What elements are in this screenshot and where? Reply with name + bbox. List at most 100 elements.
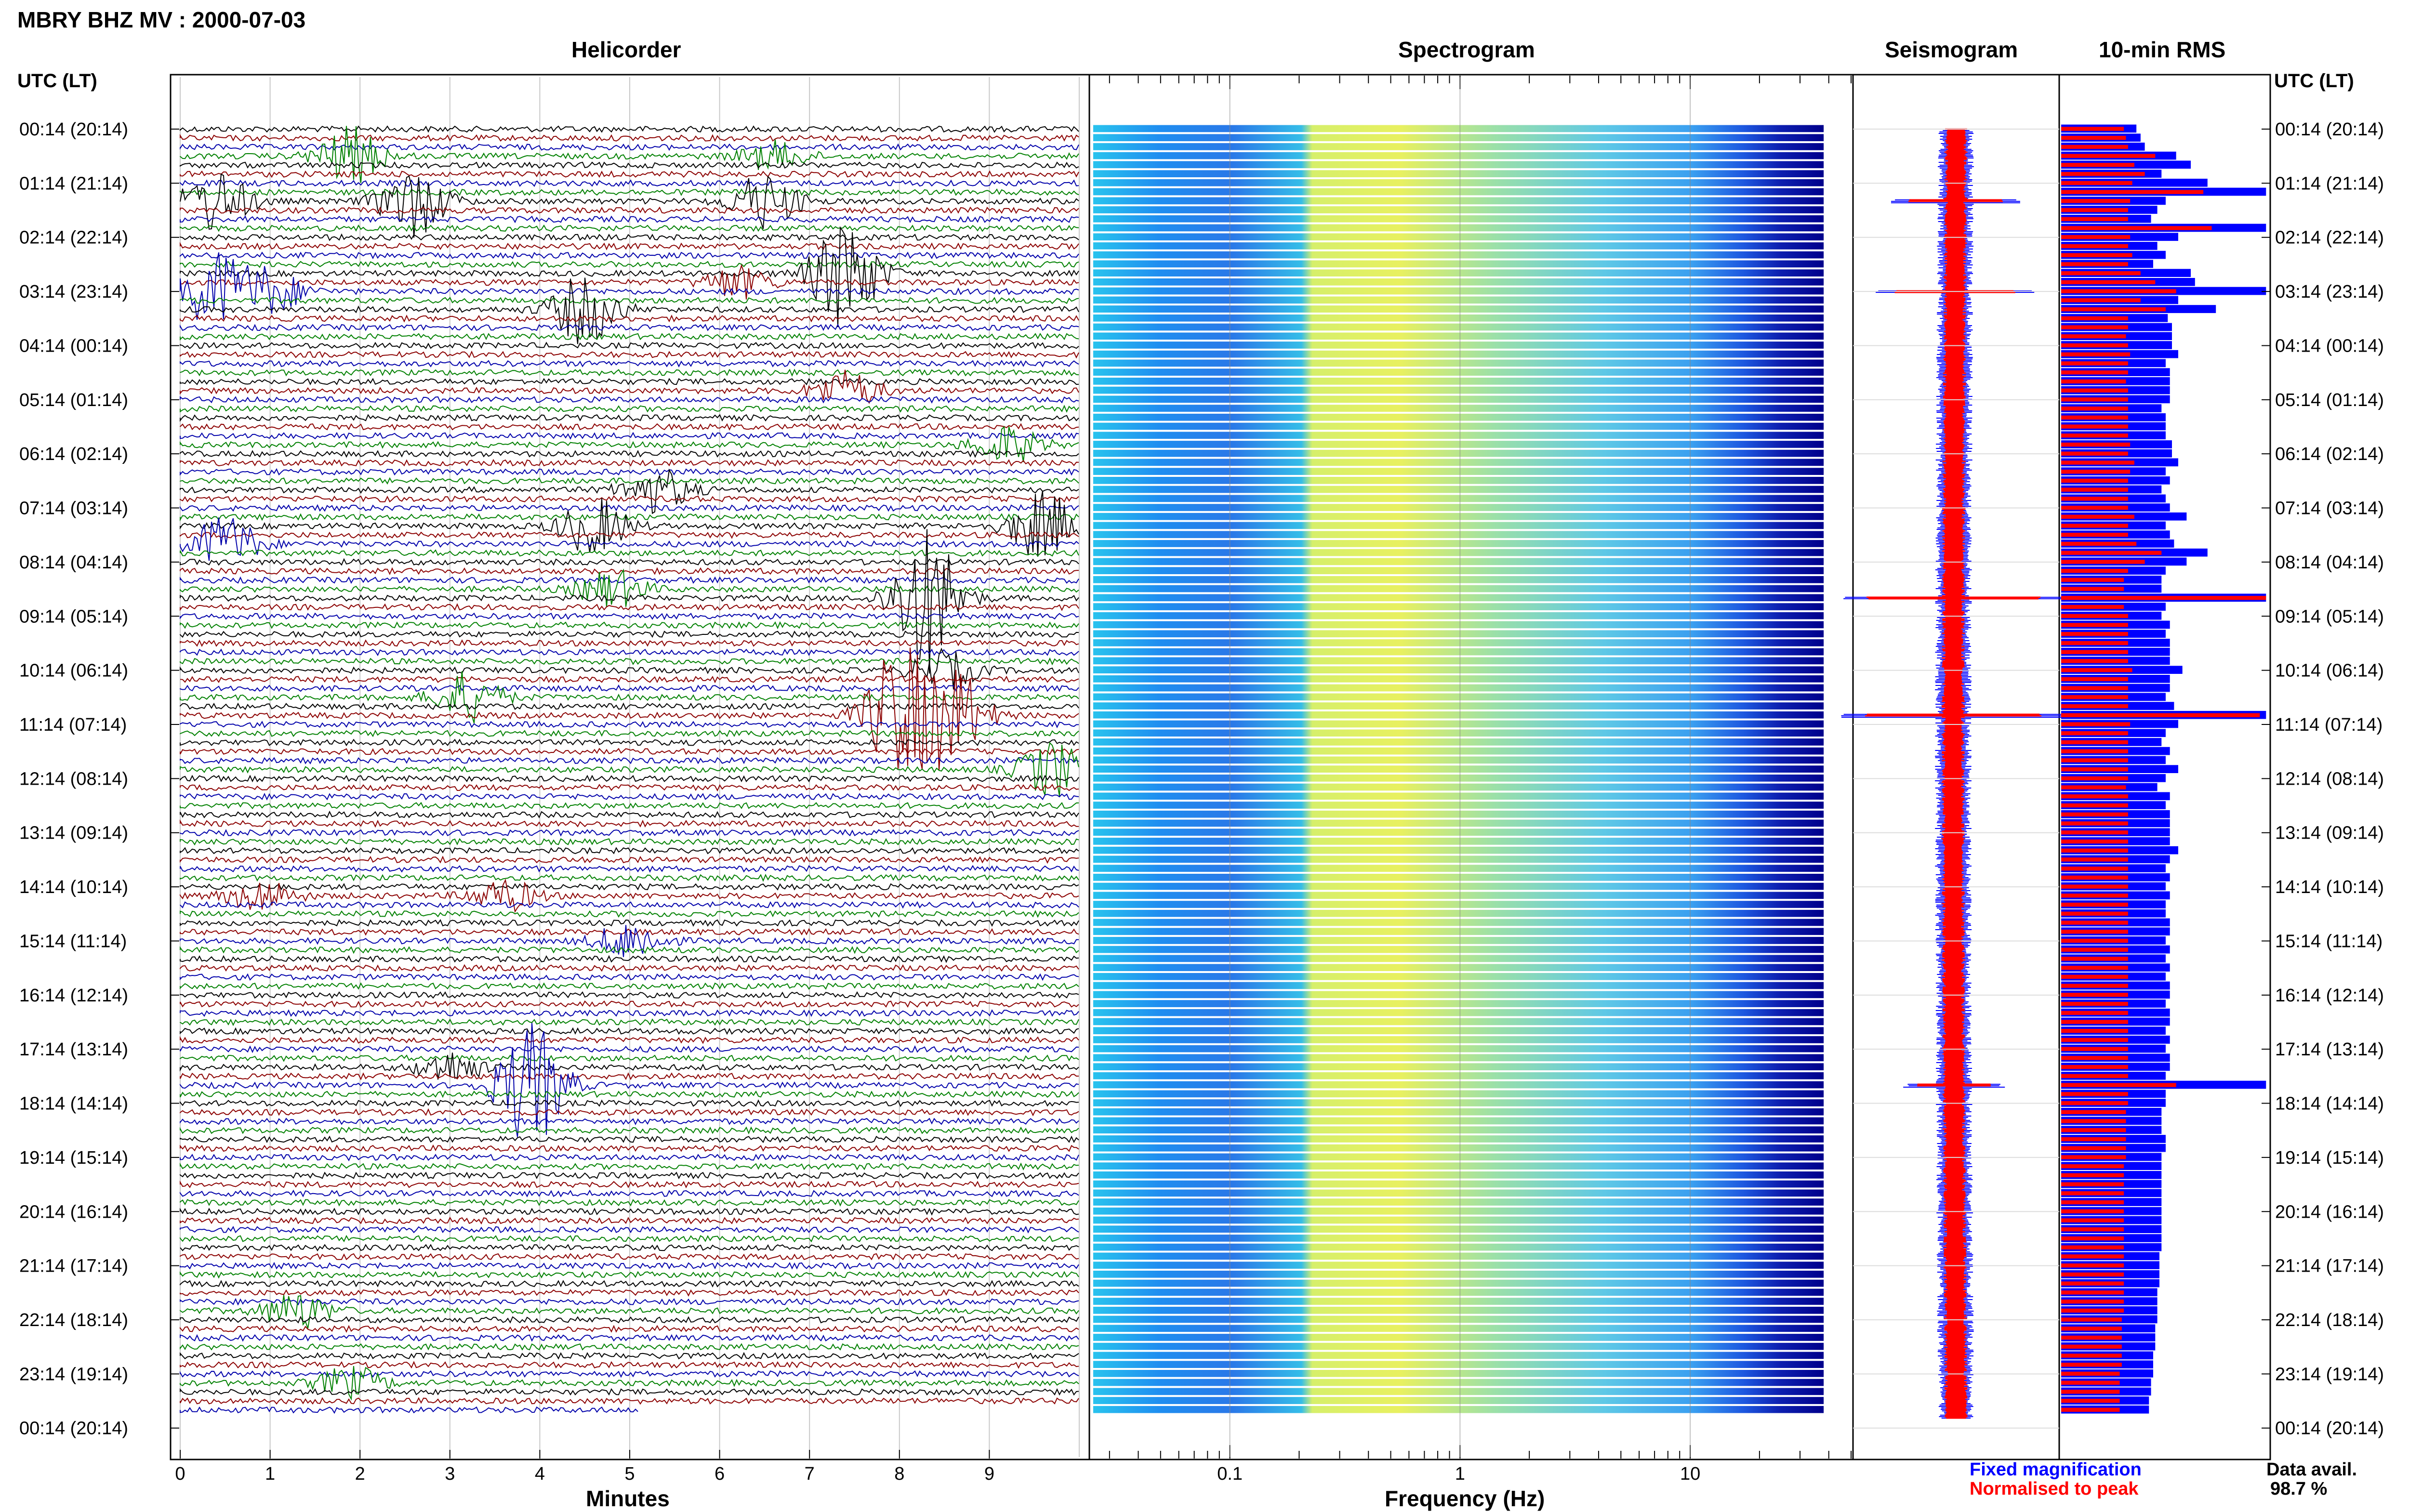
helicorder-trace-row: [180, 730, 1079, 737]
helicorder-trace-row: [180, 449, 1079, 458]
helicorder-trace-row: [180, 161, 1079, 169]
time-axis-label-right: UTC (LT): [2274, 70, 2354, 92]
rms-bar-normalised: [2061, 938, 2128, 943]
rms-bar-normalised: [2061, 1245, 2124, 1249]
helicorder-trace-row: [180, 1295, 1079, 1329]
data-availability-value: 98.7 %: [2270, 1479, 2328, 1499]
helicorder-trace-row: [180, 567, 1079, 575]
rms-bar-normalised: [2061, 1254, 2124, 1259]
time-tick-label-left: 10:14 (06:14): [19, 661, 128, 681]
time-tick-label-right: 01:14 (21:14): [2275, 173, 2384, 194]
rms-bar-normalised: [2061, 514, 2134, 519]
helicorder-tick-label: 8: [894, 1464, 904, 1484]
rms-bar-normalised: [2061, 1056, 2128, 1060]
rms-bar-normalised: [2061, 695, 2128, 699]
spectrogram-row: [1093, 928, 1824, 935]
spectrogram-row: [1093, 1117, 1824, 1125]
helicorder-trace-row: [180, 964, 1079, 972]
helicorder-trace-row: [180, 426, 1079, 462]
rms-bar-normalised: [2061, 343, 2128, 348]
rms-bar-normalised: [2061, 1290, 2124, 1295]
time-tick-label-right: 11:14 (07:14): [2275, 715, 2383, 735]
rms-bar-normalised: [2061, 830, 2128, 835]
time-tick-label-right: 14:14 (10:14): [2275, 877, 2384, 897]
rms-bar-normalised: [2061, 686, 2128, 690]
helicorder-trace-row: [180, 468, 1079, 476]
time-tick-label-right: 07:14 (03:14): [2275, 499, 2384, 519]
rms-bar-normalised: [2061, 596, 2266, 600]
rms-bar-normalised: [2061, 397, 2128, 402]
helicorder-trace-row: [180, 576, 1079, 584]
helicorder-trace-row: [180, 639, 1079, 647]
time-tick-label-left: 21:14 (17:14): [19, 1256, 128, 1276]
rms-bar-normalised: [2061, 839, 2128, 844]
helicorder-trace-row: [180, 1144, 1079, 1152]
rms-bar-normalised: [2061, 1281, 2124, 1286]
rms-bar-normalised: [2061, 794, 2128, 799]
spectrogram-row: [1093, 314, 1824, 322]
time-tick-label-right: 22:14 (18:14): [2275, 1310, 2384, 1330]
spectrogram-row: [1093, 937, 1824, 944]
helicorder-trace-row: [180, 738, 1079, 747]
spectrogram-row: [1093, 1298, 1824, 1305]
time-tick-label-right: 00:14 (20:14): [2275, 1419, 2384, 1439]
time-tick-label-right: 15:14 (11:14): [2275, 931, 2383, 951]
spectrogram-row: [1093, 1361, 1824, 1368]
time-tick-label-right: 00:14 (20:14): [2275, 119, 2384, 140]
rms-bar-normalised: [2061, 1200, 2124, 1205]
helicorder-trace-row: [180, 251, 1079, 260]
helicorder-trace-row: [180, 252, 1079, 320]
spectrogram-row: [1093, 1135, 1824, 1143]
time-tick-label-left: 23:14 (19:14): [19, 1364, 128, 1384]
time-tick-label-right: 12:14 (08:14): [2275, 769, 2384, 789]
spectrogram-row: [1093, 973, 1824, 980]
helicorder-trace-row: [180, 513, 1079, 522]
time-tick-label-left: 14:14 (10:14): [19, 877, 128, 897]
time-tick-label-left: 00:14 (20:14): [19, 1419, 128, 1439]
spectrogram-row: [1093, 1144, 1824, 1152]
helicorder-trace-row: [180, 369, 1079, 404]
rms-bar-normalised: [2061, 578, 2124, 582]
spectrogram-row: [1093, 775, 1824, 782]
spectrogram-row: [1093, 648, 1824, 656]
spectrogram-row: [1093, 1000, 1824, 1007]
spectrogram-row: [1093, 558, 1824, 565]
rms-bar-normalised: [2061, 487, 2128, 492]
helicorder-tick-label: 3: [445, 1464, 455, 1484]
spectrogram-row: [1093, 1054, 1824, 1062]
helicorder-trace-row: [180, 414, 1079, 422]
spectrogram-row: [1093, 792, 1824, 800]
rms-bar-normalised: [2061, 803, 2128, 808]
spectrogram-row: [1093, 630, 1824, 638]
spectrogram-row: [1093, 1072, 1824, 1079]
station-title: MBRY BHZ MV : 2000-07-03: [17, 7, 306, 32]
helicorder-tick-label: 5: [624, 1464, 635, 1484]
spectrogram-row: [1093, 783, 1824, 791]
helicorder-trace-row: [180, 1054, 1079, 1062]
rms-bar-normalised: [2061, 659, 2128, 663]
spectrogram-row: [1093, 1162, 1824, 1170]
helicorder-trace-row: [180, 133, 1079, 142]
helicorder-trace-row: [180, 531, 1079, 539]
rms-bar-normalised: [2061, 749, 2128, 753]
helicorder-trace-row: [180, 378, 1079, 386]
spectrogram-row: [1093, 1018, 1824, 1026]
legend-fixed-magnification: Fixed magnification: [1970, 1459, 2142, 1480]
spectrogram-row: [1093, 1279, 1824, 1287]
rms-bar-normalised: [2061, 1371, 2120, 1376]
helicorder-trace-row: [180, 1253, 1079, 1261]
rms-bar-normalised: [2061, 623, 2128, 627]
helicorder-trace-row: [180, 224, 1079, 233]
rms-bar-normalised: [2061, 1155, 2126, 1159]
spectrogram-row: [1093, 621, 1824, 629]
helicorder-trace-row: [180, 1009, 1079, 1017]
seismogram-title: Seismogram: [1885, 37, 2018, 62]
spectrogram-row: [1093, 1406, 1824, 1413]
rms-bar-normalised: [2061, 1020, 2128, 1024]
helicorder-trace-row: [180, 675, 1079, 684]
helicorder-trace-row: [180, 1036, 1079, 1044]
spectrogram-row: [1093, 909, 1824, 917]
rms-bar-normalised: [2061, 208, 2128, 212]
rms-bar-normalised: [2061, 145, 2128, 149]
rms-bar-normalised: [2061, 1407, 2120, 1412]
